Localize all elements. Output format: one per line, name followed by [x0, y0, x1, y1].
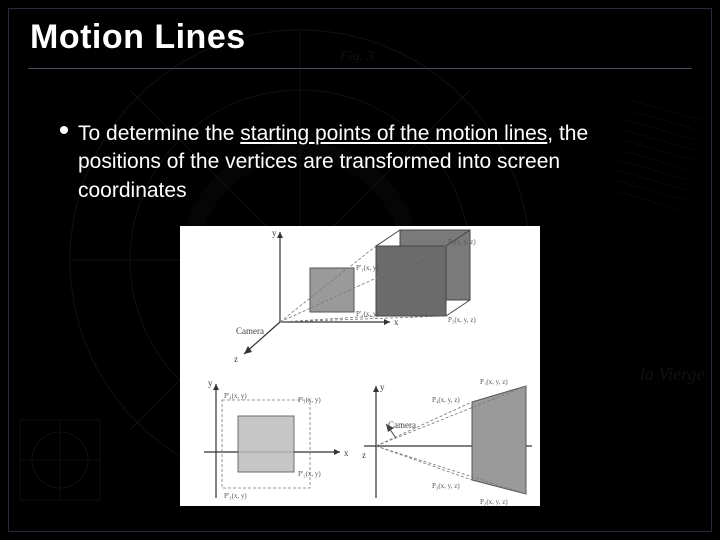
svg-text:z: z [234, 354, 238, 364]
bottom-left-xy-view: x y P'₁(x, y) P'₂(x, y) P'₃(x, y) P'₄(x,… [204, 378, 349, 500]
svg-text:x: x [394, 317, 399, 327]
camera-label-top: Camera [236, 326, 264, 336]
svg-text:P₂(x, y, z): P₂(x, y, z) [448, 316, 476, 324]
bullet-icon [60, 126, 68, 134]
svg-text:y: y [208, 378, 213, 388]
top-perspective-view: x y z Camera P₁(x, y, z) [234, 228, 476, 364]
svg-text:y: y [380, 382, 385, 392]
svg-text:P₁(x, y, z): P₁(x, y, z) [480, 378, 508, 386]
svg-text:P₄(x, y, z): P₄(x, y, z) [432, 396, 460, 404]
svg-text:P'₃(x, y): P'₃(x, y) [224, 492, 247, 500]
svg-text:z: z [362, 450, 366, 460]
text-underlined: starting points of the motion lines [240, 122, 547, 145]
svg-text:P'₄(x, y): P'₄(x, y) [224, 392, 247, 400]
text-segment-1: To determine the [78, 122, 240, 145]
bullet-text: To determine the starting points of the … [78, 120, 640, 205]
title-rule [28, 68, 692, 69]
projection-diagram: x y z Camera P₁(x, y, z) [180, 226, 540, 506]
svg-text:P₁(x, y, z): P₁(x, y, z) [448, 238, 476, 246]
slide-title: Motion Lines [30, 18, 246, 57]
svg-text:P'₁(x, y): P'₁(x, y) [298, 396, 321, 404]
svg-text:P'₁(x, y): P'₁(x, y) [356, 264, 379, 272]
svg-text:x: x [344, 448, 349, 458]
svg-text:P'₂(x, y): P'₂(x, y) [298, 470, 321, 478]
svg-text:P₂(x, y, z): P₂(x, y, z) [480, 498, 508, 506]
svg-text:P'₂(x, y): P'₂(x, y) [356, 310, 379, 318]
svg-text:P₃(x, y, z): P₃(x, y, z) [432, 482, 460, 490]
bottom-right-xz-view: z y Camera P₁(x, y, z) P₂(x, y, z) P₄(x,… [362, 378, 532, 506]
svg-text:y: y [272, 228, 277, 238]
